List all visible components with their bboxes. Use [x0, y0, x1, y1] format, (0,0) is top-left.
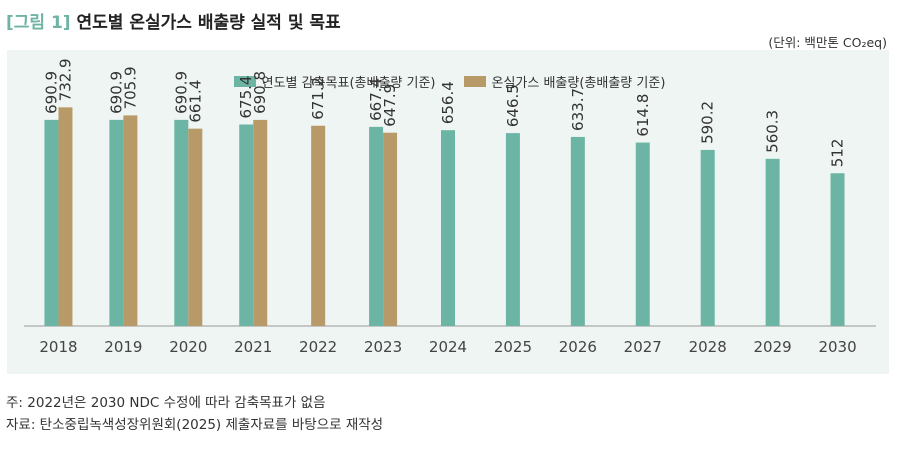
- data-label-actual: 647.9: [381, 84, 399, 127]
- data-label-target: 656.4: [439, 81, 457, 124]
- bar-actual: [58, 107, 73, 326]
- data-label-target: 614.8: [634, 94, 652, 137]
- x-tick-label: 2026: [559, 338, 597, 356]
- legend-swatch-target: [233, 76, 256, 87]
- x-tick-label: 2030: [818, 338, 856, 356]
- bar-target: [570, 136, 585, 326]
- data-label-target: 633.7: [569, 88, 587, 131]
- legend-label-target: 연도별 감축목표(총배출량 기준): [261, 76, 436, 91]
- figure-number: [그림 1]: [6, 13, 71, 33]
- bar-target: [109, 119, 124, 326]
- data-label-target: 512: [829, 139, 847, 168]
- note-line: 주: 2022년은 2030 NDC 수정에 따라 감축목표가 없음: [6, 395, 326, 411]
- x-tick-label: 2028: [689, 338, 727, 356]
- x-tick-label: 2025: [494, 338, 532, 356]
- legend-label-actual: 온실가스 배출량(총배출량 기준): [491, 76, 666, 91]
- x-tick-label: 2022: [299, 338, 337, 356]
- x-tick-label: 2019: [104, 338, 142, 356]
- x-tick-label: 2029: [754, 338, 792, 356]
- x-tick-label: 2021: [234, 338, 272, 356]
- x-tick-label: 2027: [624, 338, 662, 356]
- x-tick-label: 2018: [39, 338, 77, 356]
- bar-target: [700, 149, 715, 326]
- data-label-target: 690.9: [42, 71, 60, 114]
- bar-target: [239, 124, 254, 326]
- data-label-target: 590.2: [699, 101, 717, 144]
- x-tick-label: 2023: [364, 338, 402, 356]
- x-tick-label: 2020: [169, 338, 207, 356]
- bar-target: [369, 126, 384, 326]
- data-label-target: 675.4: [237, 76, 255, 119]
- unit-label: (단위: 백만톤 CO₂eq): [768, 35, 887, 50]
- bar-target: [44, 119, 59, 326]
- data-label-target: 690.9: [107, 71, 125, 114]
- bar-target: [765, 158, 780, 326]
- figure-title: [그림 1] 연도별 온실가스 배출량 실적 및 목표: [6, 8, 341, 33]
- data-label-actual: 690.8: [251, 71, 269, 114]
- bar-target: [635, 142, 650, 326]
- bar-actual: [123, 115, 138, 326]
- legend-swatch-actual: [463, 76, 486, 87]
- legend-item-target: 연도별 감축목표(총배출량 기준): [233, 72, 436, 91]
- source-line: 자료: 탄소중립녹색성장위원회(2025) 제출자료를 바탕으로 재작성: [6, 417, 384, 433]
- bar-actual: [311, 125, 326, 326]
- data-label-target: 646.5: [504, 84, 522, 127]
- data-label-target: 667.4: [367, 78, 385, 121]
- figure-notes: 주: 2022년은 2030 NDC 수정에 따라 감축목표가 없음 자료: 탄…: [6, 392, 383, 436]
- data-label-actual: 671.2: [309, 77, 327, 120]
- data-label-actual: 732.9: [56, 58, 74, 101]
- legend-item-actual: 온실가스 배출량(총배출량 기준): [463, 72, 666, 91]
- data-label-actual: 705.9: [121, 66, 139, 109]
- data-label-target: 560.3: [764, 110, 782, 153]
- data-label-target: 690.9: [172, 71, 190, 114]
- bar-actual: [253, 119, 268, 327]
- data-label-actual: 661.4: [186, 80, 204, 123]
- bar-target: [830, 173, 845, 326]
- figure-title-text: 연도별 온실가스 배출량 실적 및 목표: [76, 13, 341, 33]
- bar-target: [441, 130, 455, 326]
- bar-actual: [383, 132, 398, 326]
- bar-target: [505, 133, 520, 326]
- chart-legend: 연도별 감축목표(총배출량 기준) 온실가스 배출량(총배출량 기준): [0, 72, 899, 91]
- x-tick-label: 2024: [429, 338, 467, 356]
- bar-target: [174, 119, 189, 326]
- bar-actual: [188, 128, 203, 326]
